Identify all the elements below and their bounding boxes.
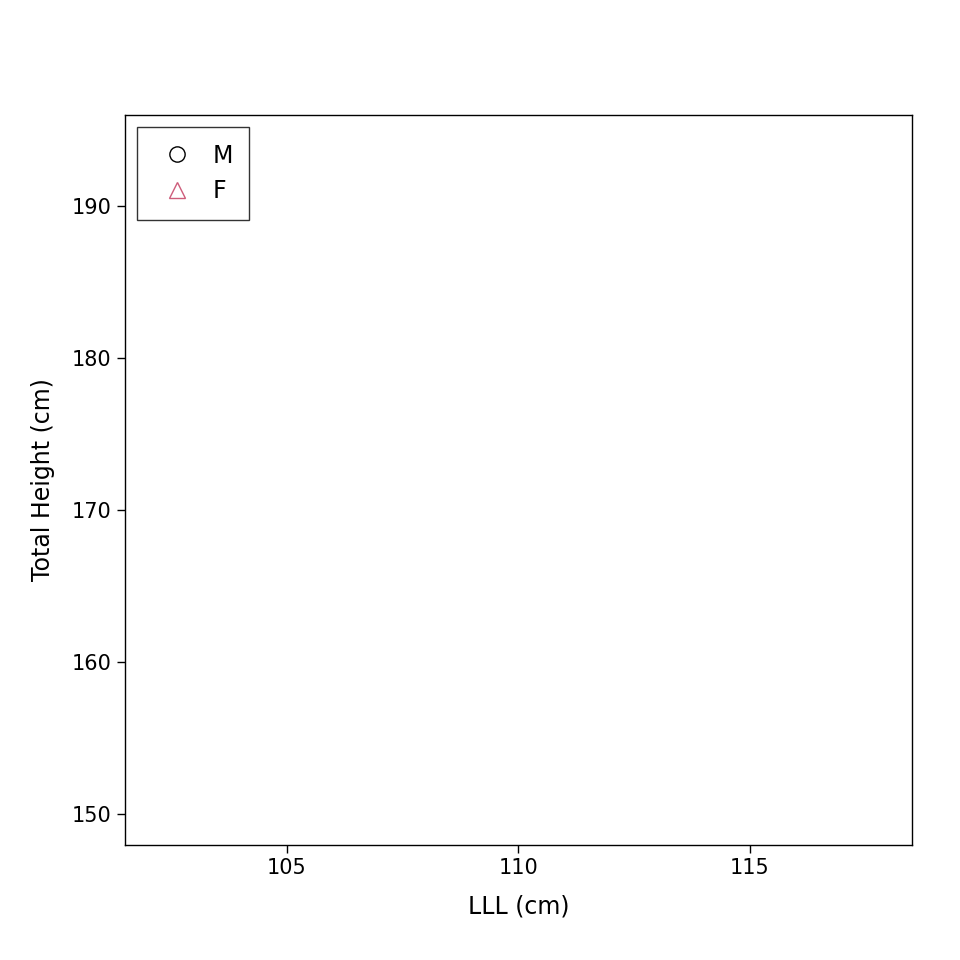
X-axis label: LLL (cm): LLL (cm): [468, 895, 569, 919]
Legend: M, F: M, F: [136, 127, 249, 220]
Y-axis label: Total Height (cm): Total Height (cm): [31, 378, 55, 582]
